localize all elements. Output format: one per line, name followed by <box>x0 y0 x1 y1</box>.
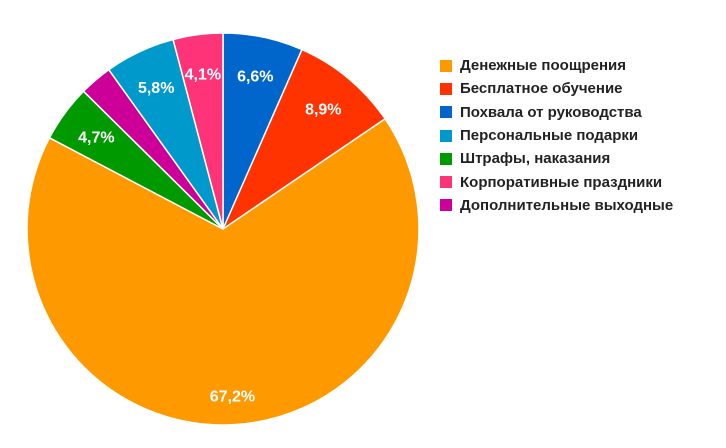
pie-slice-label-5: 4,7% <box>78 129 114 146</box>
legend-label: Бесплатное обучение <box>460 80 623 98</box>
legend-label: Персональные подарки <box>460 127 639 145</box>
pie-slice-1 <box>26 117 420 426</box>
legend-item-pokhvala-ot-rukovodstva: Похвала от руководства <box>440 101 673 124</box>
legend: Денежные поощрения Бесплатное обучение П… <box>440 54 673 217</box>
legend-label: Дополнительные выходные <box>460 196 674 214</box>
legend-swatch <box>440 59 452 72</box>
legend-swatch <box>440 129 452 142</box>
legend-swatch <box>440 199 452 212</box>
pie-slice-label-1: 67,2% <box>210 388 255 405</box>
legend-label: Похвала от руководства <box>460 103 642 121</box>
legend-swatch <box>440 82 452 95</box>
legend-item-personalnye-podarki: Персональные подарки <box>440 124 673 147</box>
pie-slice-label-2: 8,9% <box>305 102 341 119</box>
legend-item-korporativnye-prazdniki: Корпоративные праздники <box>440 170 673 193</box>
legend-swatch <box>440 176 452 189</box>
legend-label: Штрафы, наказания <box>460 150 611 168</box>
legend-item-denezhnye-pooshchreniya: Денежные поощрения <box>440 54 673 77</box>
legend-item-besplatnoe-obuchenie: Бесплатное обучение <box>440 77 673 100</box>
pie-slice-label-6: 4,1% <box>185 67 221 84</box>
pie-slice-6 <box>172 32 224 230</box>
legend-item-shtrafy-nakazaniya: Штрафы, наказания <box>440 147 673 170</box>
pie-slice-label-4: 5,8% <box>138 80 174 97</box>
legend-swatch <box>440 106 452 119</box>
pie-slice-2 <box>221 48 387 232</box>
legend-swatch <box>440 152 452 165</box>
legend-item-dopolnitelnye-vykhodnye: Дополнительные выходные <box>440 194 673 217</box>
legend-label: Денежные поощрения <box>460 57 627 75</box>
pie-slice-label-3: 6,6% <box>237 69 273 86</box>
legend-label: Корпоративные праздники <box>460 173 663 191</box>
pie-slice-labels: 6,6% 8,9% 67,2% 4,7% 5,8% 4,1% <box>78 67 341 406</box>
pie-slices <box>26 32 420 426</box>
